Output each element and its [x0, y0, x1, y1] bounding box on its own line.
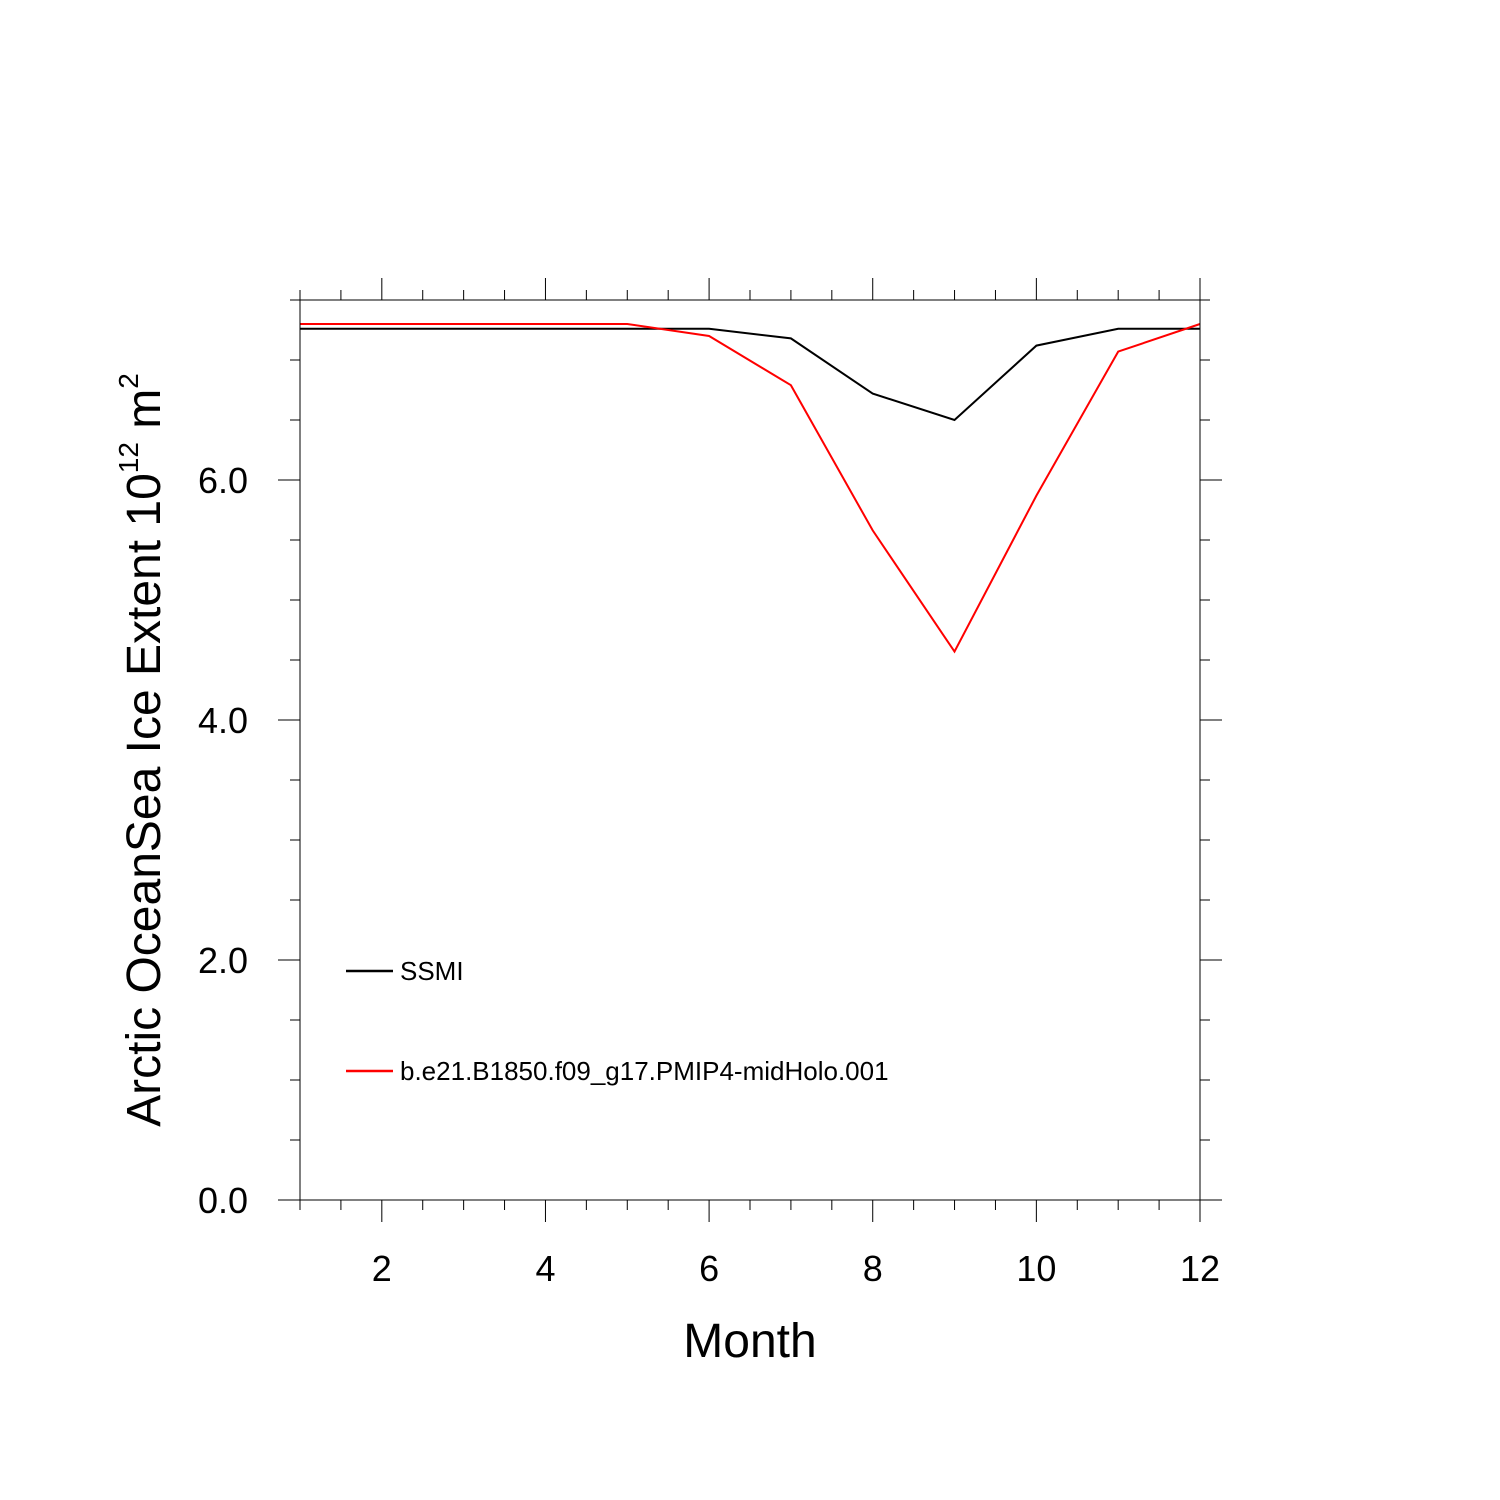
x-tick-label: 2 — [372, 1248, 392, 1289]
x-tick-label: 6 — [699, 1248, 719, 1289]
y-axis-title-main: Arctic OceanSea Ice Extent 10 — [118, 473, 171, 1127]
plot-frame — [299, 299, 1201, 1201]
y-tick-labels: 0.0 2.0 4.0 6.0 — [198, 460, 248, 1221]
x-tick-label: 4 — [535, 1248, 555, 1289]
y-tick-label: 4.0 — [198, 700, 248, 741]
y-axis-title-exponent: 12 — [113, 442, 144, 473]
y-tick-label: 0.0 — [198, 1180, 248, 1221]
legend: SSMI b.e21.B1850.f09_g17.PMIP4-midHolo.0… — [346, 956, 889, 1086]
y-axis-ticks — [278, 299, 1222, 1201]
x-axis-ticks — [299, 278, 1201, 1222]
y-tick-label: 2.0 — [198, 940, 248, 981]
series-line-0 — [300, 327, 1200, 422]
legend-label-midholo: b.e21.B1850.f09_g17.PMIP4-midHolo.001 — [400, 1056, 889, 1086]
x-tick-label: 12 — [1180, 1248, 1220, 1289]
x-tick-label: 8 — [863, 1248, 883, 1289]
series-lines — [300, 323, 1201, 654]
y-axis-title-unit: m — [118, 389, 171, 442]
y-axis-title-unit-exponent: 2 — [113, 373, 144, 389]
y-axis-title: Arctic OceanSea Ice Extent 1012 m2 — [113, 373, 171, 1127]
series-line-1 — [300, 323, 1201, 654]
x-axis-title: Month — [683, 1315, 816, 1368]
y-tick-label: 6.0 — [198, 460, 248, 501]
x-tick-label: 10 — [1016, 1248, 1056, 1289]
x-tick-labels: 2 4 6 8 10 12 — [372, 1248, 1220, 1289]
legend-label-ssmi: SSMI — [400, 956, 464, 986]
